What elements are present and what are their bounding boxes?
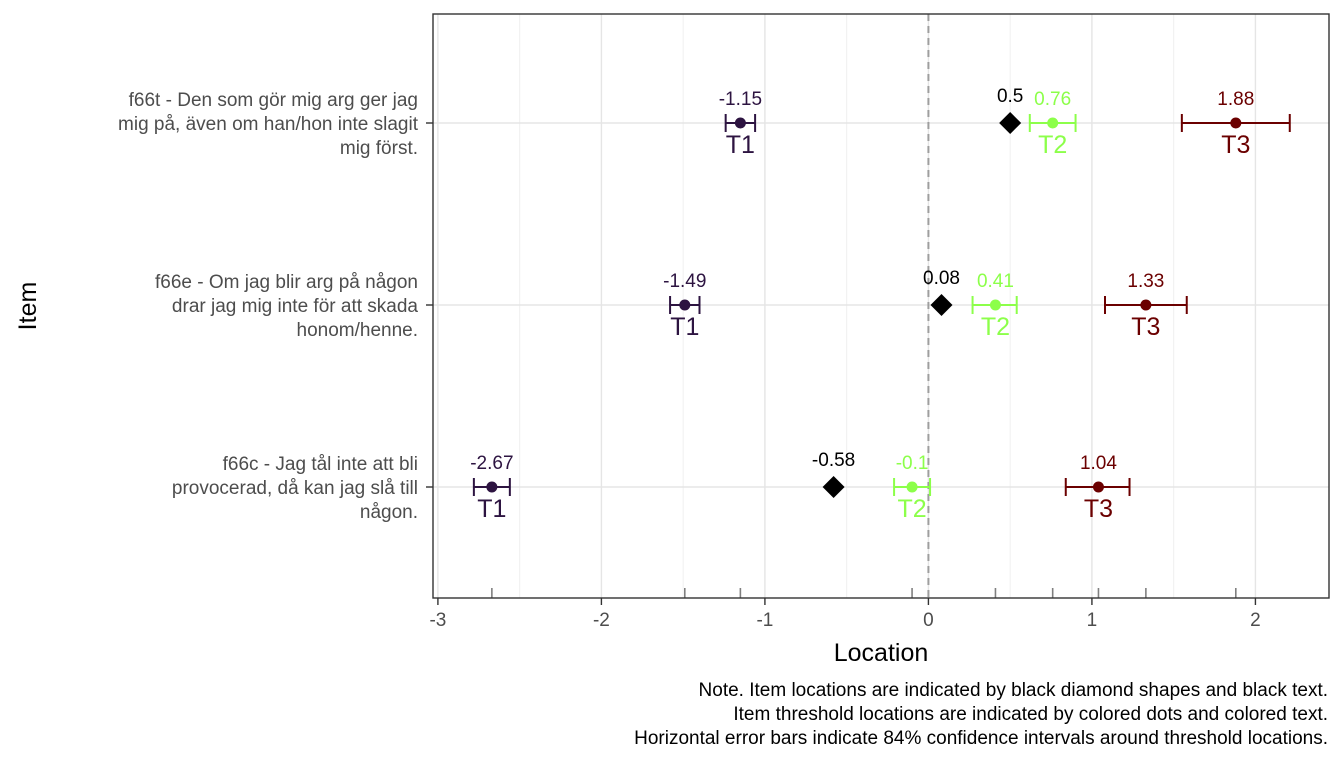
item-location-label: 0.5: [997, 86, 1023, 107]
threshold-name-label: T2: [1038, 131, 1067, 159]
item-group: -1.15 T1 0.76 T2 1.88 T3 0.5: [719, 86, 1291, 159]
item-axis-label: provocerad, då kan jag slå till: [172, 478, 418, 499]
item-location-diamond: [822, 476, 845, 498]
plot-panel: [433, 14, 1329, 598]
threshold-point: [989, 299, 1001, 311]
threshold-point: [1092, 481, 1104, 493]
x-axis-title: Location: [834, 639, 929, 667]
threshold-value-label: 0.76: [1034, 89, 1071, 110]
panel-border: [432, 13, 1330, 599]
item-axis-label: honom/henne.: [297, 320, 419, 341]
threshold-name-label: T1: [477, 495, 506, 523]
threshold-value-label: -1.49: [663, 271, 706, 292]
item-location-diamond: [930, 294, 953, 316]
threshold-name-label: T1: [670, 313, 699, 341]
threshold-name-label: T3: [1131, 313, 1160, 341]
item-axis-label: mig först.: [340, 138, 418, 159]
threshold-point: [679, 299, 691, 311]
item-axis-label: f66t - Den som gör mig arg ger jag: [129, 90, 418, 111]
threshold-name-label: T2: [897, 495, 926, 523]
threshold-point: [1230, 117, 1242, 129]
threshold-value-label: -2.67: [470, 453, 513, 474]
x-tick-label: -3: [429, 610, 446, 631]
threshold-value-label: 1.33: [1127, 271, 1164, 292]
threshold-value-label: 0.41: [977, 271, 1014, 292]
x-tick-label: 0: [923, 610, 934, 631]
threshold-value-label: 1.04: [1080, 453, 1117, 474]
threshold-point: [734, 117, 746, 129]
item-location-label: -0.58: [812, 450, 855, 471]
item-axis-label: drar jag mig inte för att skada: [172, 296, 418, 317]
threshold-name-label: T3: [1221, 131, 1250, 159]
note-line-3: Horizontal error bars indicate 84% confi…: [634, 728, 1328, 749]
threshold-value-label: -1.15: [719, 89, 762, 110]
x-tick-label: 2: [1250, 610, 1261, 631]
threshold-name-label: T1: [726, 131, 755, 159]
note-line-1: Note. Item locations are indicated by bl…: [698, 680, 1328, 701]
threshold-point: [906, 481, 918, 493]
item-location-diamond: [999, 112, 1022, 134]
threshold-value-label: 1.88: [1217, 89, 1254, 110]
threshold-point: [486, 481, 498, 493]
note-line-2: Item threshold locations are indicated b…: [733, 704, 1328, 725]
threshold-point: [1047, 117, 1059, 129]
item-group: -1.49 T1 0.41 T2 1.33 T3 0.08: [663, 268, 1188, 341]
item-axis-label: f66e - Om jag blir arg på någon: [155, 272, 418, 293]
threshold-value-label: -0.1: [896, 453, 929, 474]
x-tick-label: 1: [1087, 610, 1098, 631]
threshold-name-label: T3: [1084, 495, 1113, 523]
x-tick-label: -1: [756, 610, 773, 631]
threshold-name-label: T2: [981, 313, 1010, 341]
threshold-point: [1140, 299, 1152, 311]
item-group: -2.67 T1 -0.1 T2 1.04 T3 -0.58: [470, 450, 1131, 523]
item-axis-label: f66c - Jag tål inte att bli: [223, 454, 418, 475]
item-axis-label: någon.: [360, 502, 418, 523]
y-axis-title: Item: [14, 282, 42, 331]
x-tick-label: -2: [593, 610, 610, 631]
item-location-label: 0.08: [923, 268, 960, 289]
item-axis-label: mig på, även om han/hon inte slagit: [118, 114, 419, 135]
